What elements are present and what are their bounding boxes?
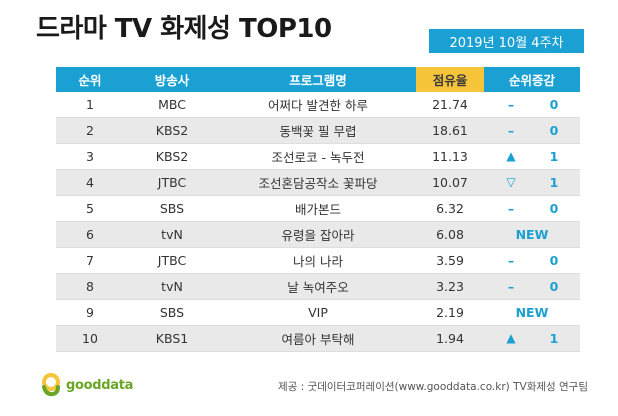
rank-cell: 7 — [86, 253, 94, 268]
channel-cell: KBS2 — [155, 149, 189, 164]
share-cell: 21.74 — [432, 97, 468, 112]
rank-change-cell: –0 — [484, 248, 580, 274]
rank-change-value: 1 — [549, 331, 559, 346]
table-row: 8 tvN 날 녹여주오 3.23–0 — [56, 273, 580, 300]
no-change-icon: – — [507, 123, 515, 138]
rank-cell: 10 — [56, 325, 124, 352]
share-cell: 10.07 — [416, 169, 484, 196]
program-cell: 날 녹여주오 — [220, 273, 416, 300]
program-cell: 조선혼담공작소 꽃파당 — [220, 169, 416, 196]
share-cell: 2.19 — [436, 305, 464, 320]
channel-cell: tvN — [124, 221, 220, 248]
new-entry-badge: NEW — [515, 227, 549, 242]
source-credit: 제공 : 굿데이터코퍼레이션(www.gooddata.co.kr) TV화제성… — [278, 381, 588, 393]
rank-cell: 4 — [56, 169, 124, 196]
gooddata-logo: gooddata — [40, 372, 133, 398]
rank-up-icon: ▲ — [506, 331, 516, 345]
page-title: 드라마 TV 화제성 TOP10 — [36, 14, 332, 44]
share-cell: 6.32 — [436, 201, 464, 216]
channel-cell: JTBC — [124, 169, 220, 196]
new-entry-badge: NEW — [515, 305, 549, 320]
rank-cell: 1 — [86, 97, 94, 112]
rank-cell: 9 — [86, 305, 94, 320]
no-change-icon: – — [507, 279, 515, 294]
channel-cell: SBS — [159, 305, 185, 320]
rank-change-cell: ▲ 1 — [484, 144, 580, 170]
share-cell: 1.94 — [416, 325, 484, 352]
channel-cell: SBS — [159, 201, 185, 216]
rank-change-value: 0 — [549, 201, 559, 216]
rank-change-value: 0 — [549, 97, 559, 112]
no-change-icon: – — [507, 201, 515, 216]
table-row: 9 SBS VIP 2.19 NEW — [56, 300, 580, 326]
header-program: 프로그램명 — [220, 67, 416, 92]
table-row: 5 SBS 배가본드 6.32–0 — [56, 196, 580, 222]
table-row: 10 KBS1 여름아 부탁해 1.94 ▲ 1 — [56, 325, 580, 352]
rank-change-cell: ▲ 1 — [484, 325, 580, 352]
header-rank: 순위 — [56, 67, 124, 92]
program-cell: 어쩌다 발견한 하루 — [268, 98, 368, 113]
channel-cell: KBS1 — [124, 325, 220, 352]
channel-cell: tvN — [124, 273, 220, 300]
rank-change-value: 1 — [549, 149, 559, 164]
rank-change-cell: NEW — [484, 300, 580, 326]
table-row: 3 KBS2 조선로코 - 녹두전 11.13 ▲ 1 — [56, 144, 580, 170]
rank-change-cell: –0 — [484, 117, 580, 144]
rank-change-cell: –0 — [484, 196, 580, 222]
header-channel: 방송사 — [124, 67, 220, 92]
program-cell: 조선로코 - 녹두전 — [271, 150, 365, 165]
channel-cell: KBS2 — [124, 117, 220, 144]
table-body: 1 MBC 어쩌다 발견한 하루 21.74–0 2 KBS2 동백꽃 필 무렵 18.61–… — [56, 92, 580, 352]
program-cell: 여름아 부탁해 — [220, 325, 416, 352]
program-cell: 배가본드 — [294, 202, 341, 217]
program-cell: 유령을 잡아라 — [220, 221, 416, 248]
rank-change-value: 0 — [549, 279, 559, 294]
rank-up-icon: ▲ — [506, 149, 516, 163]
no-change-icon: – — [507, 97, 515, 112]
gooddata-logo-icon — [42, 373, 60, 397]
table-row: 7 JTBC 나의 나라 3.59–0 — [56, 248, 580, 274]
share-cell: 3.23 — [416, 273, 484, 300]
rank-cell: 8 — [56, 273, 124, 300]
share-cell: 18.61 — [416, 117, 484, 144]
header-rank-change: 순위증감 — [484, 67, 580, 92]
table-row: 1 MBC 어쩌다 발견한 하루 21.74–0 — [56, 92, 580, 118]
logo-text: gooddata — [66, 377, 134, 393]
rank-cell: 6 — [56, 221, 124, 248]
header-share: 점유율 — [416, 67, 484, 92]
rank-change-cell: NEW — [484, 221, 580, 248]
rank-change-value: 1 — [549, 175, 559, 190]
ranking-table: 순위 방송사 프로그램명 점유율 순위증감 1 MBC 어쩌다 발견한 하루 21.7… — [56, 67, 580, 352]
rank-change-cell: –0 — [484, 273, 580, 300]
rank-change-cell: –0 — [484, 92, 580, 118]
channel-cell: JTBC — [157, 253, 187, 268]
program-cell: 동백꽃 필 무렵 — [220, 117, 416, 144]
share-cell: 11.13 — [432, 149, 468, 164]
rank-change-value: 0 — [549, 123, 559, 138]
rank-change-cell: ▽ 1 — [484, 169, 580, 196]
table-header-row: 순위 방송사 프로그램명 점유율 순위증감 — [56, 67, 580, 92]
share-cell: 6.08 — [416, 221, 484, 248]
table-row: 6 tvN 유령을 잡아라 6.08 NEW — [56, 221, 580, 248]
rank-cell: 2 — [56, 117, 124, 144]
table-row: 2 KBS2 동백꽃 필 무렵 18.61–0 — [56, 117, 580, 144]
channel-cell: MBC — [158, 97, 186, 112]
rank-down-icon: ▽ — [506, 175, 516, 189]
no-change-icon: – — [507, 253, 515, 268]
program-cell: 나의 나라 — [293, 254, 343, 269]
rank-cell: 5 — [86, 201, 94, 216]
date-badge: 2019년 10월 4주차 — [429, 29, 584, 53]
share-cell: 3.59 — [436, 253, 464, 268]
table-row: 4 JTBC 조선혼담공작소 꽃파당 10.07 ▽ 1 — [56, 169, 580, 196]
rank-cell: 3 — [86, 149, 94, 164]
rank-change-value: 0 — [549, 253, 559, 268]
program-cell: VIP — [308, 305, 328, 320]
